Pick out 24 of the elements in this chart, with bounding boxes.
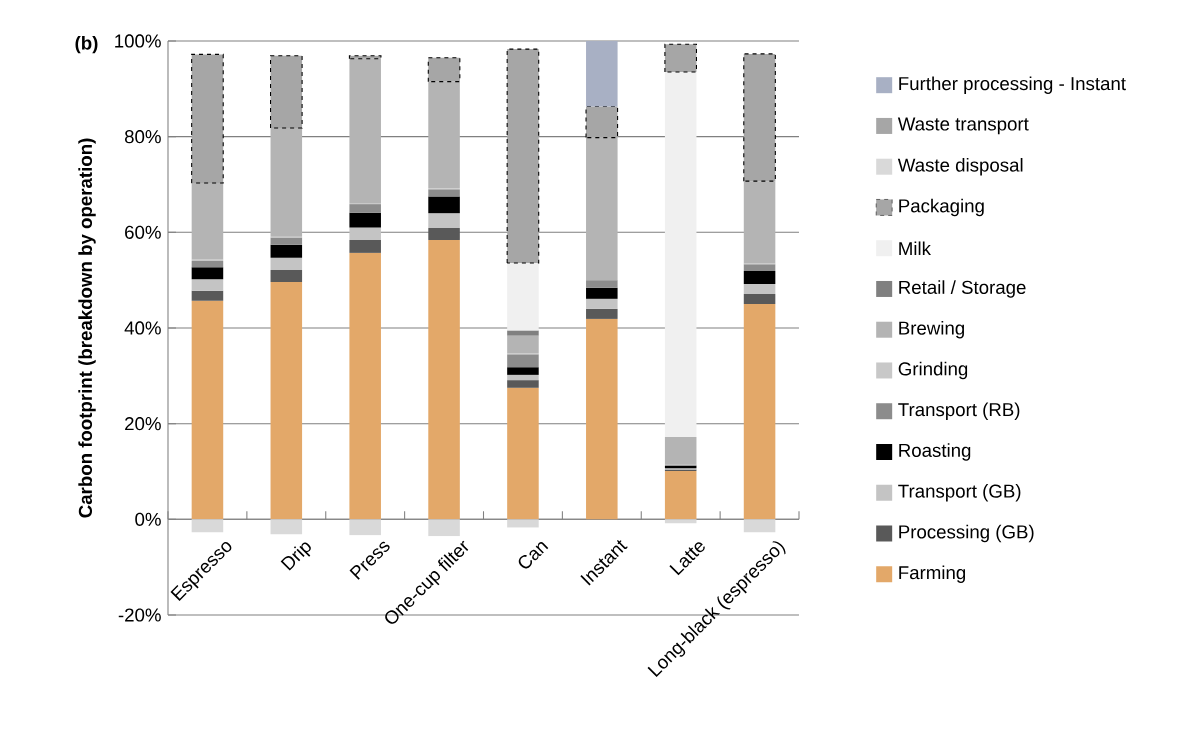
- legend-label: Milk: [899, 241, 931, 255]
- text: (b): [75, 35, 98, 54]
- y-tick-label: 40%: [124, 321, 161, 335]
- legend-label: Transport (RB): [898, 402, 1020, 420]
- y-tick-label: 20%: [125, 417, 161, 431]
- legend-label: Roasting: [899, 443, 971, 461]
- y-axis-title: Carbon footprint (breakdown by operation): [78, 138, 96, 518]
- y-tick-label: 80%: [124, 130, 161, 144]
- legend-label: Farming: [899, 565, 966, 583]
- legend-label: Processing (GB): [899, 524, 1034, 543]
- x-tick-label: Can: [518, 542, 549, 569]
- legend-label: Retail / Storage: [899, 280, 1026, 298]
- legend-label: Grinding: [898, 361, 968, 380]
- y-tick-label: 100%: [115, 34, 161, 48]
- legend-label: Further processing - Instant: [899, 76, 1126, 94]
- legend-label: Transport (GB): [898, 484, 1021, 502]
- legend-label: Waste disposal: [897, 157, 1023, 176]
- x-tick-label: Drip: [280, 542, 311, 571]
- legend-label: Waste transport: [897, 117, 1029, 135]
- legend-label: Brewing: [899, 321, 965, 339]
- legend-label: Packaging: [899, 198, 984, 217]
- y-tick-label: -20%: [118, 608, 161, 622]
- y-tick-label: 0%: [135, 512, 161, 526]
- y-tick-label: 60%: [125, 225, 161, 239]
